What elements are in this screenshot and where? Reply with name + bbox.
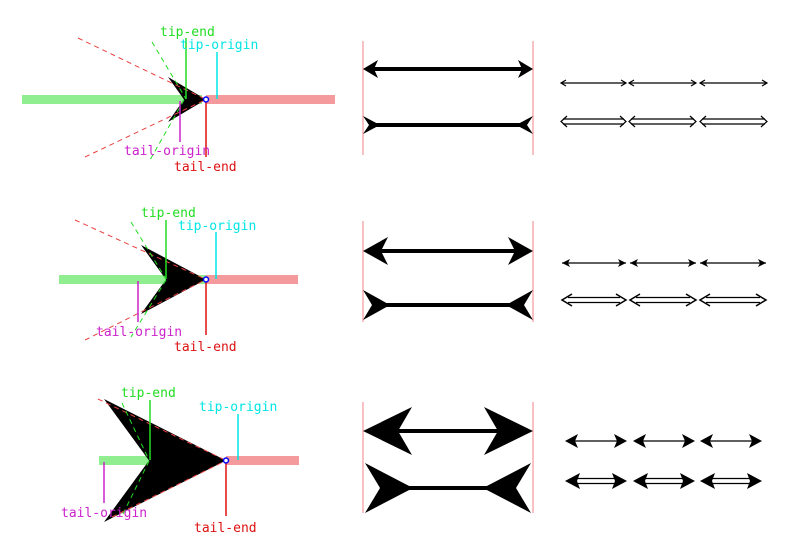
arrow-head [141, 245, 206, 314]
red-bar [206, 95, 335, 104]
tail-end-label: tail-end [174, 160, 237, 175]
row-3-small-arrows [565, 434, 762, 489]
tail-arrow-right [516, 116, 533, 134]
double-arrow-right-head [508, 237, 533, 265]
dashed-guide-green-lower [130, 279, 167, 338]
tail-end-label: tail-end [194, 521, 257, 536]
tail-origin-label: tail-origin [124, 144, 210, 159]
tip-end-label: tip-end [121, 386, 176, 401]
dashed-guide-green [130, 221, 167, 280]
small-arrow-row-double [560, 115, 768, 128]
double-arrow-left-head [363, 237, 388, 265]
tip-dot [202, 96, 210, 103]
dashed-guide-green-lower [149, 99, 185, 161]
row-2-detail-panel: tip-end tip-origin tail-origin tail-end [59, 206, 298, 355]
green-bar [99, 456, 149, 465]
dashed-guide-green [151, 41, 187, 100]
double-arrow-right-head [484, 407, 533, 455]
row-3-span-panel [362, 402, 534, 513]
tip-origin-label: tip-origin [199, 400, 277, 415]
red-bar [206, 275, 298, 284]
dashed-guide-green [121, 402, 150, 461]
double-arrow-left-head [363, 407, 412, 455]
dashed-guide-green-lower [121, 460, 150, 517]
small-arrow-row-single [559, 79, 769, 87]
row-2-span-panel [362, 221, 534, 322]
small-arrow-row-single [562, 259, 766, 267]
tip-dot [222, 457, 230, 464]
row-1-detail-panel: tip-end tip-origin tail-origin tail-end [22, 25, 335, 175]
dashed-guide-upper [97, 398, 227, 461]
green-bar [59, 275, 206, 284]
tip-origin-label: tip-origin [180, 38, 258, 53]
small-arrow-row-double [565, 473, 762, 489]
dashed-guide-lower [84, 279, 207, 341]
row-2-small-arrows [560, 259, 768, 307]
tail-end-label: tail-end [174, 340, 237, 355]
tip-dot [202, 276, 210, 283]
tail-origin-label: tail-origin [61, 506, 147, 521]
row-1-span-panel [362, 41, 534, 155]
tip-end-label: tip-end [141, 206, 196, 221]
tail-arrow-left [363, 116, 380, 134]
dashed-guide-upper [74, 219, 207, 280]
tail-origin-label: tail-origin [96, 325, 182, 340]
tip-end-label: tip-end [160, 25, 215, 40]
double-arrow-left-head [363, 60, 378, 78]
tail-arrow-right [506, 290, 533, 320]
dashed-guide-lower [84, 99, 207, 158]
small-arrow-row-double [560, 293, 768, 307]
row-1-small-arrows [559, 79, 769, 128]
tip-origin-label: tip-origin [178, 219, 256, 234]
tail-arrow-left [363, 290, 390, 320]
red-bar [226, 456, 299, 465]
small-arrow-row-single [565, 434, 762, 448]
tail-arrow-left [365, 463, 413, 513]
dashed-guide-lower [111, 460, 227, 518]
double-arrow-right-head [518, 60, 533, 78]
tail-arrow-right [483, 463, 531, 513]
row-3-detail-panel: tip-end tip-origin tail-origin tail-end [61, 386, 299, 536]
dashed-guide-upper [77, 37, 207, 100]
green-bar [22, 95, 202, 104]
